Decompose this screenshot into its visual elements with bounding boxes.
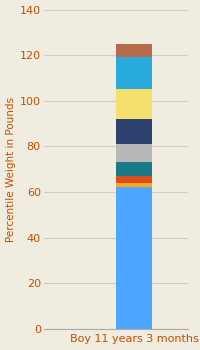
Bar [116,144,152,162]
Bar [116,183,152,188]
Bar [116,119,152,144]
Y-axis label: Percentile Weight in Pounds: Percentile Weight in Pounds [6,97,16,242]
Bar [116,57,152,89]
Bar [116,162,152,176]
Bar [116,176,152,183]
Bar [116,44,152,57]
Bar [116,89,152,119]
Bar [116,188,152,329]
